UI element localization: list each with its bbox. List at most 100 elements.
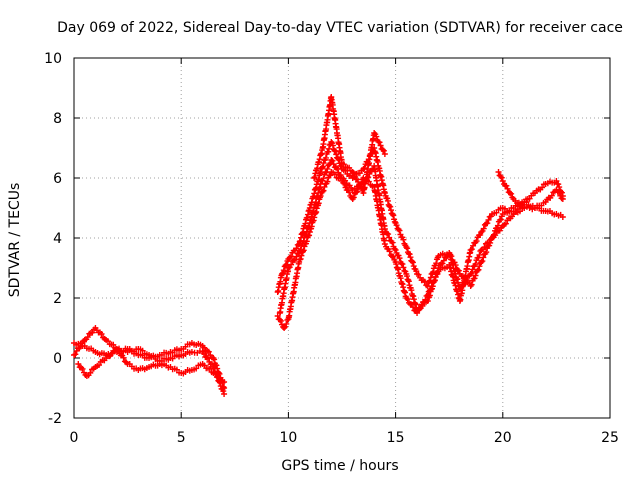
data-point bbox=[280, 267, 287, 274]
data-point bbox=[200, 350, 207, 357]
data-point bbox=[324, 165, 331, 172]
data-point bbox=[391, 218, 398, 225]
data-point bbox=[485, 216, 492, 223]
data-point bbox=[89, 329, 96, 336]
data-point bbox=[467, 271, 474, 277]
data-point bbox=[173, 366, 180, 373]
data-point bbox=[274, 313, 281, 319]
data-point bbox=[328, 157, 335, 163]
data-point bbox=[409, 259, 416, 266]
data-point bbox=[288, 253, 295, 260]
data-point bbox=[324, 178, 331, 185]
data-point bbox=[98, 330, 105, 337]
x-axis-label: GPS time / hours bbox=[281, 458, 398, 474]
data-point bbox=[422, 296, 429, 303]
data-point bbox=[87, 369, 94, 376]
x-tick-label: 25 bbox=[601, 430, 619, 446]
data-point bbox=[477, 231, 484, 238]
data-point bbox=[410, 263, 417, 270]
data-point bbox=[467, 283, 474, 289]
data-point bbox=[386, 234, 393, 241]
data-point bbox=[417, 305, 424, 312]
data-point bbox=[120, 354, 127, 361]
data-point bbox=[277, 317, 284, 324]
data-point bbox=[387, 203, 394, 210]
data-point bbox=[415, 271, 422, 278]
data-point bbox=[400, 236, 407, 243]
data-point bbox=[381, 190, 388, 196]
series-track-c bbox=[75, 346, 228, 385]
data-point bbox=[96, 362, 103, 369]
data-point bbox=[376, 139, 383, 146]
data-point bbox=[350, 170, 357, 177]
data-point bbox=[474, 267, 481, 274]
data-point bbox=[306, 232, 313, 239]
data-point bbox=[391, 245, 398, 252]
x-tick-label: 15 bbox=[387, 430, 405, 446]
data-point bbox=[72, 351, 79, 358]
data-point bbox=[298, 252, 305, 259]
data-point bbox=[340, 179, 347, 186]
data-point bbox=[548, 192, 555, 199]
data-point bbox=[379, 146, 386, 153]
series-track-e bbox=[276, 157, 566, 316]
data-point bbox=[468, 281, 475, 288]
data-point bbox=[448, 253, 455, 260]
chart-title: Day 069 of 2022, Sidereal Day-to-day VTE… bbox=[57, 20, 623, 36]
data-point bbox=[319, 163, 326, 170]
data-point bbox=[555, 181, 562, 188]
series-track-h bbox=[495, 169, 528, 211]
data-point bbox=[481, 244, 488, 251]
data-point bbox=[299, 248, 306, 255]
data-point bbox=[468, 246, 475, 253]
data-point bbox=[539, 184, 546, 191]
series-track-g bbox=[311, 94, 388, 196]
data-point bbox=[389, 239, 396, 246]
data-point bbox=[404, 296, 411, 303]
data-point bbox=[409, 258, 416, 265]
data-point bbox=[75, 361, 82, 367]
data-point bbox=[471, 275, 478, 282]
data-point bbox=[469, 266, 476, 273]
data-point bbox=[559, 214, 566, 220]
data-point bbox=[281, 325, 288, 331]
data-point bbox=[393, 222, 400, 229]
y-tick-label: -2 bbox=[48, 411, 62, 427]
data-point bbox=[472, 261, 479, 268]
data-point bbox=[478, 259, 485, 265]
data-point bbox=[282, 262, 289, 269]
x-tick-label: 5 bbox=[177, 430, 186, 446]
data-point bbox=[495, 169, 502, 175]
data-point bbox=[212, 370, 219, 377]
y-tick-label: 0 bbox=[53, 351, 62, 367]
data-point bbox=[341, 180, 348, 187]
data-point bbox=[440, 257, 447, 264]
data-point bbox=[283, 320, 290, 327]
data-point bbox=[317, 193, 324, 199]
data-point bbox=[480, 254, 487, 261]
data-point bbox=[506, 189, 513, 196]
data-point bbox=[354, 188, 361, 195]
data-point bbox=[467, 247, 474, 253]
data-point bbox=[384, 230, 391, 237]
data-point bbox=[325, 148, 332, 155]
data-point bbox=[502, 220, 509, 227]
data-point bbox=[211, 356, 218, 363]
axis-ticks: 0 5 10 15 20 25 -2 0 2 4 6 8 10 bbox=[44, 51, 619, 446]
data-point bbox=[498, 174, 505, 181]
data-point bbox=[478, 229, 485, 235]
data-point bbox=[320, 187, 327, 194]
data-point bbox=[472, 272, 479, 279]
data-point bbox=[380, 147, 387, 154]
data-point bbox=[555, 189, 562, 196]
data-point bbox=[558, 195, 565, 202]
data-point bbox=[476, 263, 483, 270]
data-point bbox=[492, 232, 499, 239]
data-point bbox=[217, 383, 224, 390]
data-point bbox=[340, 161, 347, 168]
data-point bbox=[84, 334, 91, 341]
data-point bbox=[303, 238, 310, 245]
data-point bbox=[410, 304, 417, 311]
data-point bbox=[396, 227, 403, 234]
data-point bbox=[300, 247, 307, 254]
